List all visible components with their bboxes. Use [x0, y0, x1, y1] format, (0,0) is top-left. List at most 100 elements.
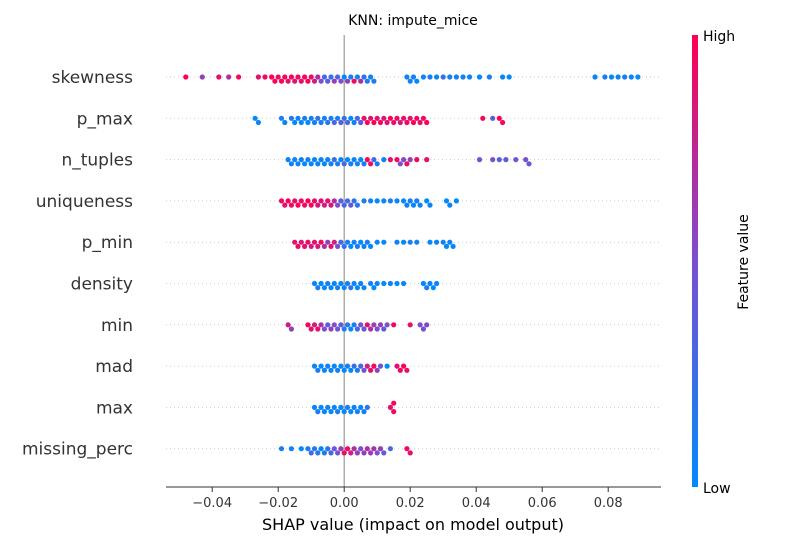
data-point: [331, 322, 337, 328]
feature-label: uniqueness: [36, 192, 133, 212]
data-point: [420, 74, 426, 80]
data-point: [325, 446, 331, 452]
data-point: [374, 115, 380, 121]
data-point: [315, 285, 321, 291]
data-point: [338, 239, 344, 245]
data-point: [348, 202, 354, 208]
data-point: [424, 198, 430, 204]
data-point: [526, 161, 532, 167]
data-point: [335, 161, 341, 167]
data-point: [302, 115, 308, 121]
data-point: [288, 326, 294, 332]
data-point: [440, 74, 446, 80]
data-point: [311, 446, 318, 452]
data-point: [288, 115, 294, 121]
data-point: [430, 285, 436, 291]
data-point: [288, 202, 294, 208]
data-point: [351, 363, 357, 369]
x-tick-label: −0.02: [258, 496, 298, 511]
data-point: [354, 367, 360, 373]
data-point: [407, 78, 413, 84]
data-point: [358, 404, 364, 410]
data-point: [361, 243, 367, 249]
data-point: [374, 161, 380, 167]
data-point: [407, 239, 413, 245]
data-point: [371, 285, 377, 291]
data-point: [602, 74, 608, 80]
data-point: [368, 326, 374, 332]
data-point: [404, 161, 410, 167]
data-point: [255, 74, 261, 80]
data-point: [315, 450, 321, 456]
data-point: [377, 119, 384, 126]
data-point: [305, 157, 311, 163]
data-point: [387, 198, 393, 204]
data-point: [424, 157, 430, 163]
data-point: [434, 280, 440, 287]
data-point: [351, 280, 357, 287]
data-point: [344, 280, 351, 287]
data-point: [486, 74, 492, 80]
data-point: [410, 74, 417, 80]
data-point: [354, 115, 360, 121]
data-point: [387, 157, 393, 163]
data-point: [374, 367, 380, 373]
data-point: [387, 115, 393, 121]
data-point: [295, 161, 301, 167]
data-point: [344, 198, 351, 204]
data-point: [384, 322, 390, 328]
data-point: [311, 239, 318, 245]
data-point: [427, 202, 433, 208]
data-point: [467, 74, 473, 80]
data-point: [315, 243, 321, 249]
data-point: [374, 239, 380, 245]
data-point: [361, 367, 367, 373]
data-point: [387, 404, 393, 410]
data-point: [341, 202, 347, 208]
data-point: [404, 367, 410, 373]
data-point: [302, 202, 308, 208]
data-point: [318, 198, 324, 204]
data-point: [381, 450, 387, 456]
data-point: [371, 322, 377, 328]
data-point: [348, 243, 354, 249]
data-point: [381, 115, 387, 121]
data-point: [407, 157, 413, 163]
data-point: [321, 409, 327, 415]
data-point: [295, 74, 301, 80]
data-point: [348, 161, 354, 167]
data-point: [292, 239, 298, 245]
data-point: [391, 409, 397, 415]
data-point: [325, 239, 331, 245]
data-point: [328, 285, 334, 291]
data-point: [308, 243, 314, 249]
feature-label: p_min: [82, 233, 133, 253]
data-point: [374, 450, 380, 456]
feature-label: n_tuples: [61, 151, 133, 171]
data-point: [295, 202, 301, 208]
data-point: [450, 243, 456, 249]
data-point: [608, 74, 615, 80]
data-point: [331, 363, 337, 369]
data-point: [407, 198, 413, 204]
data-point: [391, 322, 397, 328]
data-point: [344, 363, 351, 369]
data-point: [331, 119, 337, 126]
data-point: [500, 74, 506, 80]
data-point: [404, 446, 410, 452]
data-point: [354, 243, 360, 249]
data-point: [404, 119, 410, 126]
data-point: [335, 367, 341, 373]
data-point: [476, 157, 483, 163]
data-point: [285, 78, 291, 84]
data-point: [298, 198, 304, 204]
data-point: [364, 157, 370, 163]
data-point: [443, 243, 450, 249]
data-point: [318, 78, 324, 84]
data-point: [321, 74, 327, 80]
data-point: [635, 74, 641, 80]
data-point: [311, 119, 318, 126]
x-tick-label: 0.08: [594, 496, 623, 511]
x-tick-label: −0.04: [192, 496, 232, 511]
data-point: [335, 450, 341, 456]
